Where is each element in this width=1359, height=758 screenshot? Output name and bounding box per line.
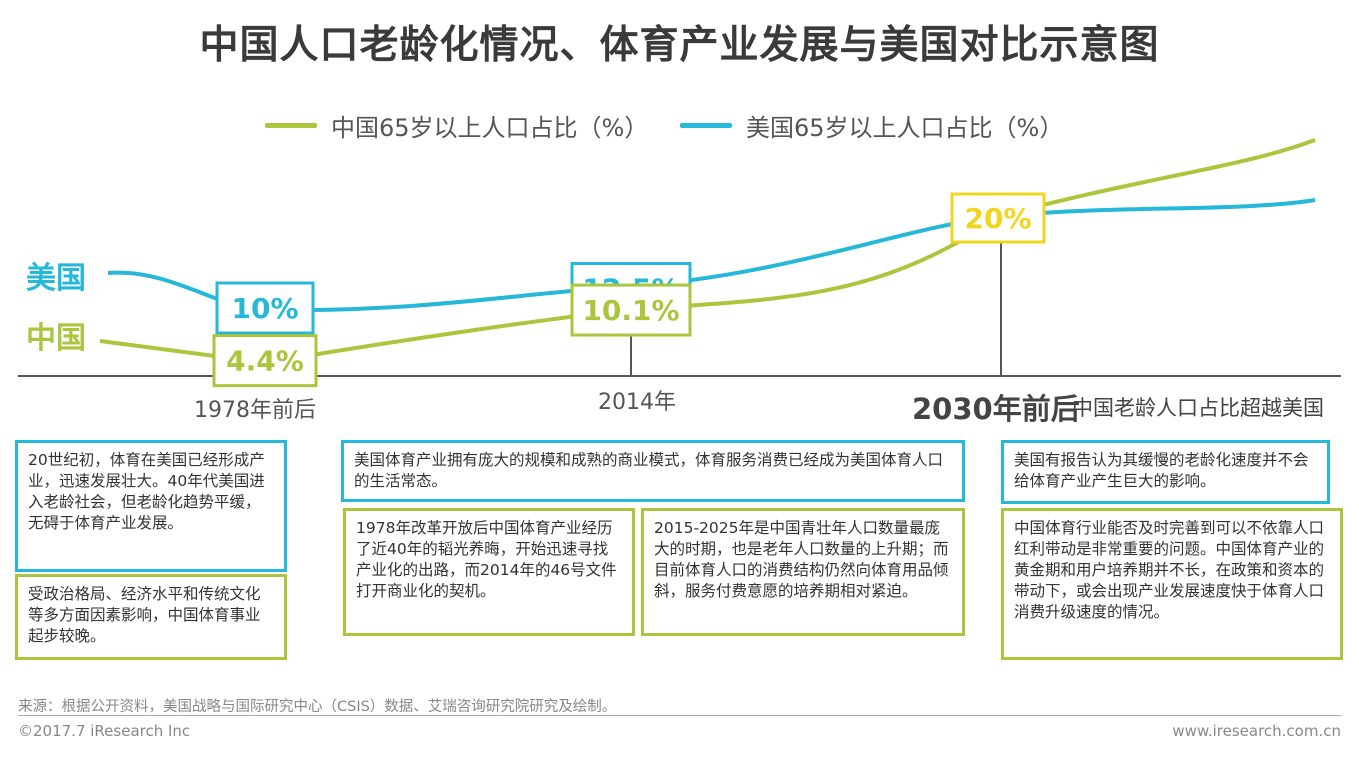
legend-label-usa: 美国65岁以上人口占比（%） bbox=[746, 114, 1064, 142]
data-label-usa-1978-box bbox=[215, 281, 315, 335]
textbox-china-2014-reform: 1978年改革开放后中国体育产业经历了近40年的韬光养晦，开始迅速寻找产业化的出… bbox=[343, 508, 635, 636]
line-chart: 10%4.4%12.5%10.1%20% bbox=[18, 138, 1341, 388]
x-tick-label-2014: 2014年 bbox=[598, 390, 676, 415]
data-label-china-2014: 10.1% bbox=[582, 294, 679, 327]
legend-item-china: 中国65岁以上人口占比（%） bbox=[265, 108, 648, 143]
country-label-china: 中国 bbox=[26, 321, 86, 356]
textbox-us-1978: 20世纪初，体育在美国已经形成产业，迅速发展壮大。40年代美国进入老龄社会，但老… bbox=[15, 440, 287, 572]
copyright: ©2017.7 iResearch Inc bbox=[18, 722, 191, 740]
textbox-us-2030: 美国有报告认为其缓慢的老龄化速度并不会给体育产业产生巨大的影响。 bbox=[1001, 440, 1330, 504]
data-label-2030-crossover-box bbox=[950, 192, 1046, 244]
page-title: 中国人口老龄化情况、体育产业发展与美国对比示意图 bbox=[199, 23, 1160, 68]
textbox-china-1978: 受政治格局、经济水平和传统文化等多方面因素影响，中国体育事业起步较晚。 bbox=[15, 574, 287, 660]
source-note: 来源：根据公开资料，美国战略与国际研究中心（CSIS）数据、艾瑞咨询研究院研究及… bbox=[18, 699, 617, 715]
x-annotation-2030: 中国老龄人口占比超越美国 bbox=[1072, 396, 1324, 420]
data-label-2030-crossover: 20% bbox=[964, 202, 1031, 235]
series-line-china bbox=[99, 138, 1316, 365]
legend-label-china: 中国65岁以上人口占比（%） bbox=[331, 114, 649, 142]
legend-item-usa: 美国65岁以上人口占比（%） bbox=[680, 108, 1063, 143]
footer-divider bbox=[18, 715, 1341, 716]
textbox-us-2014: 美国体育产业拥有庞大的规模和成熟的商业模式，体育服务消费已经成为美国体育人口的生… bbox=[341, 440, 965, 502]
data-label-usa-1978: 10% bbox=[231, 292, 298, 325]
x-tick-label-2030: 2030年前后 bbox=[912, 392, 1080, 426]
data-label-china-1978-box bbox=[212, 334, 318, 388]
textbox-china-2030: 中国体育行业能否及时完善到可以不依靠人口红利带动是非常重要的问题。中国体育产业的… bbox=[1001, 508, 1343, 660]
legend-swatch-china bbox=[265, 123, 317, 128]
legend-swatch-usa bbox=[680, 123, 732, 128]
country-label-usa: 美国 bbox=[26, 261, 86, 296]
data-label-china-1978: 4.4% bbox=[226, 345, 304, 378]
textbox-china-2014-demographics: 2015-2025年是中国青壮年人口数量最庞大的时期，也是老年人口数量的上升期；… bbox=[641, 508, 965, 636]
data-label-china-2014-box bbox=[570, 283, 692, 337]
x-tick-label-1978: 1978年前后 bbox=[194, 398, 316, 423]
website: www.iresearch.com.cn bbox=[1172, 722, 1341, 740]
